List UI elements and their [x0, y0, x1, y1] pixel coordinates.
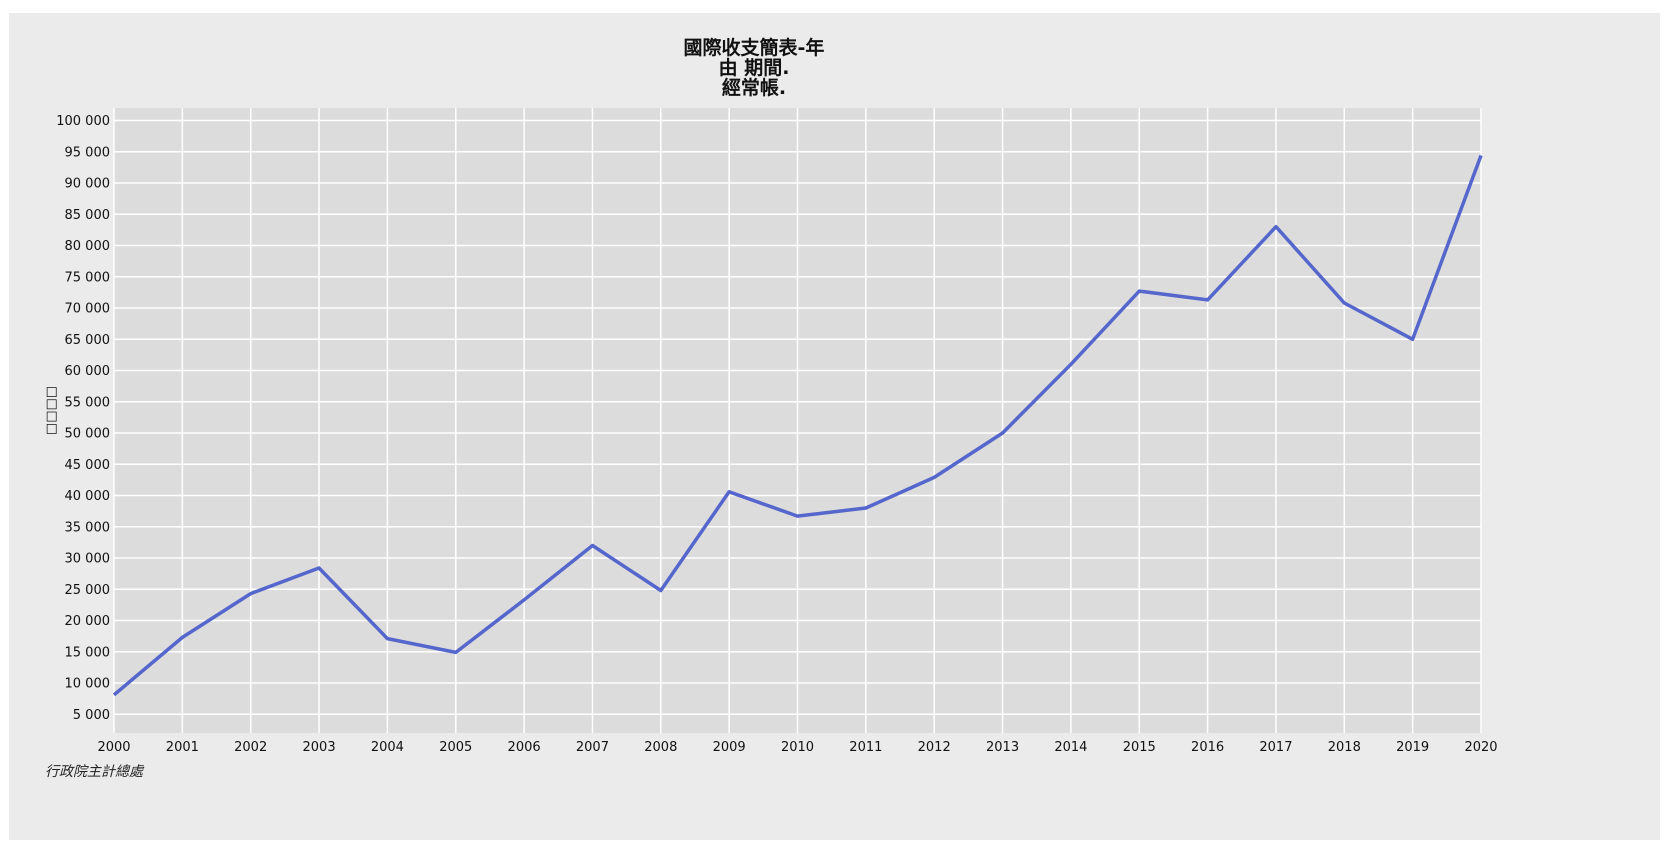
x-tick-label: 2006	[508, 740, 541, 755]
x-axis: 2000 2001 2002 2003 2004 2005 2006 2007 2008 2009…	[97, 740, 1497, 755]
y-tick-label: 5 000	[73, 708, 110, 723]
y-tick-label: 35 000	[65, 520, 111, 535]
x-tick-label: 2014	[1054, 740, 1087, 755]
y-tick-label: 50 000	[65, 427, 111, 442]
x-tick-label: 2017	[1259, 740, 1292, 755]
source-note: 行政院主計總處	[45, 764, 145, 780]
y-tick-label: 20 000	[65, 614, 111, 629]
x-tick-label: 2020	[1464, 740, 1497, 755]
y-tick-label: 15 000	[65, 645, 111, 660]
y-axis: 5 000 10 000 15 000 20 000 25 000 30 000 35 00…	[56, 114, 110, 723]
x-tick-label: 2008	[644, 740, 677, 755]
x-tick-label: 2003	[303, 740, 336, 755]
y-tick-label: 25 000	[65, 583, 111, 598]
series-line	[112, 154, 1483, 697]
line-chart: 國際收支簡表-年由 期間.經常帳. 5 000 10 000 15 000 20 00…	[44, 36, 1498, 780]
y-tick-label: 55 000	[65, 395, 111, 410]
x-tick-label: 2012	[918, 740, 951, 755]
x-tick-label: 2001	[166, 740, 199, 755]
y-tick-label: 60 000	[65, 364, 111, 379]
chart-panel: 國際收支簡表-年由 期間. 經常帳. 5 000 10 000 15 000 20 00…	[9, 13, 1660, 840]
y-tick-label: 100 000	[56, 114, 110, 129]
y-tick-label: 80 000	[65, 239, 111, 254]
y-tick-label: 10 000	[65, 677, 111, 692]
x-tick-label: 2011	[849, 740, 882, 755]
x-tick-label: 2010	[781, 740, 814, 755]
y-tick-label: 75 000	[65, 270, 111, 285]
x-tick-label: 2002	[234, 740, 267, 755]
x-tick-label: 2018	[1328, 740, 1361, 755]
chart-title-line: 由 期間.	[719, 56, 790, 79]
y-tick-label: 40 000	[65, 489, 111, 504]
x-tick-label: 2000	[97, 740, 130, 755]
x-tick-label: 2004	[371, 740, 404, 755]
y-axis-label: □□□□	[44, 386, 59, 435]
x-tick-label: 2007	[576, 740, 609, 755]
y-tick-label: 95 000	[65, 145, 111, 160]
y-tick-label: 45 000	[65, 458, 111, 473]
y-tick-label: 65 000	[65, 333, 111, 348]
x-tick-label: 2013	[986, 740, 1019, 755]
x-tick-label: 2005	[439, 740, 472, 755]
grid-lines	[113, 108, 1482, 733]
chart-title: 國際收支簡表-年由 期間.經常帳.	[684, 36, 825, 99]
y-tick-label: 85 000	[65, 208, 111, 223]
chart-title-line: 經常帳.	[722, 76, 786, 99]
y-tick-label: 70 000	[65, 302, 111, 317]
y-tick-label: 30 000	[65, 552, 111, 567]
x-tick-label: 2009	[713, 740, 746, 755]
chart-title-line: 國際收支簡表-年	[684, 36, 825, 59]
x-tick-label: 2016	[1191, 740, 1224, 755]
x-tick-label: 2015	[1123, 740, 1156, 755]
y-tick-label: 90 000	[65, 177, 111, 192]
x-tick-label: 2019	[1396, 740, 1429, 755]
